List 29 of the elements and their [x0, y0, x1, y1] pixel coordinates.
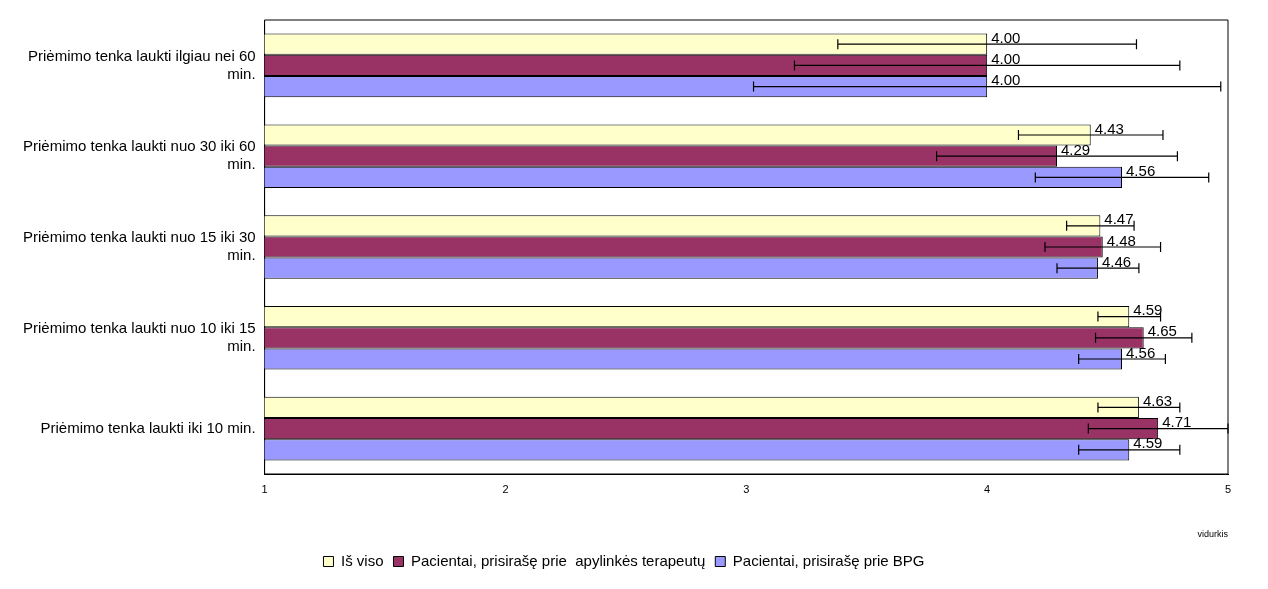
- data-label: 4.59: [1133, 434, 1163, 452]
- x-tick-label: 3: [743, 482, 750, 495]
- legend-label: Pacientai, prisirašę prie BPG: [732, 551, 925, 569]
- x-tick-label: 5: [1224, 482, 1232, 495]
- y-tick-label: Priėmimo tenka laukti nuo 15 iki 30 min.: [22, 228, 256, 264]
- data-label: 4.65: [1147, 322, 1177, 340]
- data-label: 4.29: [1061, 140, 1091, 158]
- data-label: 4.71: [1162, 413, 1192, 431]
- data-label: 4.56: [1126, 162, 1156, 180]
- data-label: 4.48: [1106, 231, 1136, 249]
- x-tick-label: 4: [984, 482, 991, 495]
- data-label: 4.00: [991, 50, 1021, 68]
- x-tick-label: 2: [502, 482, 509, 495]
- data-label: 4.00: [991, 71, 1021, 89]
- data-label: 4.59: [1133, 301, 1163, 319]
- y-tick-label: Priėmimo tenka laukti ilgiau nei 60 min.: [27, 46, 256, 82]
- x-axis-title: vidurkis: [1197, 529, 1229, 540]
- y-tick-label: Priėmimo tenka laukti iki 10 min.: [40, 418, 256, 436]
- data-label: 4.56: [1126, 343, 1156, 361]
- y-tick-label: Priėmimo tenka laukti nuo 10 iki 15 min.: [22, 318, 256, 354]
- x-tick-label: 1: [261, 482, 268, 495]
- data-label: 4.63: [1142, 392, 1173, 410]
- legend-label: Pacientai, prisirašę prie apylinkės terapeutų: [410, 551, 706, 569]
- data-label: 4.46: [1101, 252, 1132, 270]
- y-tick-label: Priėmimo tenka laukti nuo 30 iki 60 min.: [22, 137, 256, 173]
- data-label: 4.00: [991, 28, 1021, 46]
- data-label: 4.43: [1094, 119, 1124, 137]
- data-label: 4.47: [1104, 210, 1134, 228]
- legend-label: Iš viso: [340, 551, 384, 569]
